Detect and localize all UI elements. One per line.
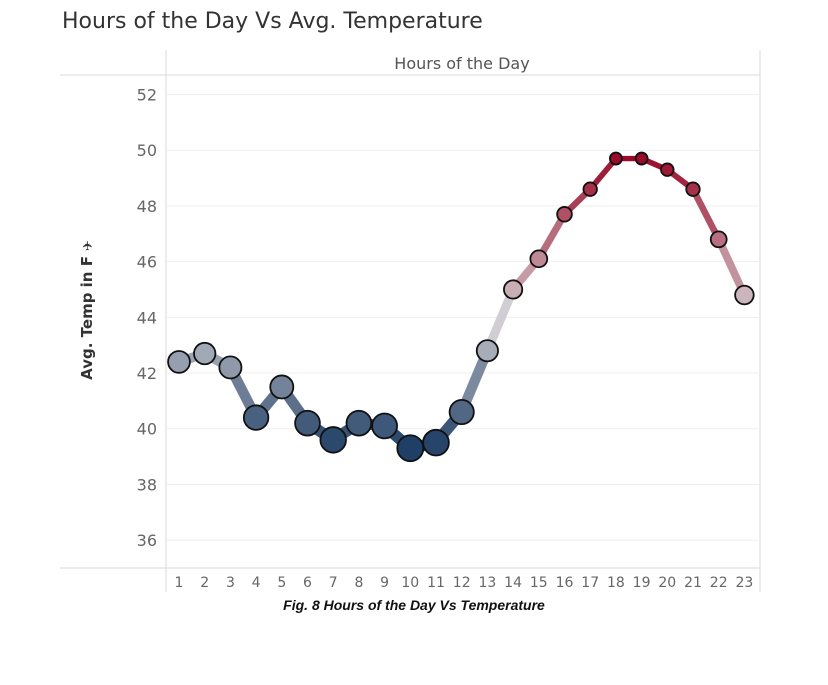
x-axis-label: Hours of the Day	[394, 54, 529, 73]
data-point[interactable]	[167, 350, 191, 374]
data-point[interactable]	[319, 426, 347, 454]
data-point[interactable]	[294, 409, 321, 437]
data-point[interactable]	[345, 409, 373, 437]
x-tick-label: 6	[303, 575, 312, 591]
x-tick-label: 15	[530, 575, 548, 591]
data-point[interactable]	[475, 339, 499, 363]
y-tick-label: 46	[137, 253, 157, 272]
data-point[interactable]	[269, 374, 295, 400]
y-tick-label: 36	[137, 531, 157, 550]
x-tick-label: 9	[380, 575, 389, 591]
x-tick-label: 1	[175, 575, 184, 591]
x-tick-label: 20	[658, 575, 676, 591]
grid-lines	[166, 93, 760, 541]
x-tick-label: 2	[200, 575, 209, 591]
x-tick-label: 14	[504, 575, 522, 591]
figure-caption: Fig. 8 Hours of the Day Vs Temperature	[283, 597, 545, 613]
x-tick-label: 11	[427, 575, 445, 591]
y-tick-label: 44	[137, 308, 157, 327]
data-point[interactable]	[218, 355, 243, 380]
x-tick-label: 7	[329, 575, 338, 591]
y-tick-label: 40	[137, 420, 157, 439]
x-tick-label: 10	[401, 575, 419, 591]
line-segment	[689, 185, 723, 243]
y-tick-label: 38	[137, 475, 157, 494]
data-point[interactable]	[685, 181, 701, 197]
x-tick-label: 22	[710, 575, 728, 591]
data-point[interactable]	[709, 230, 728, 249]
data-point[interactable]	[422, 428, 450, 457]
data-point[interactable]	[503, 279, 524, 300]
x-tick-label: 21	[684, 575, 702, 591]
y-tick-label: 42	[137, 364, 157, 383]
chart-frame	[60, 50, 761, 592]
data-point[interactable]	[242, 404, 270, 431]
data-point[interactable]	[660, 162, 675, 177]
data-point[interactable]	[193, 341, 217, 366]
data-point[interactable]	[734, 284, 755, 306]
x-tick-label: 18	[607, 575, 625, 591]
data-point[interactable]	[556, 206, 573, 223]
data-point[interactable]	[371, 412, 398, 440]
series-points	[167, 151, 755, 463]
x-tick-label: 17	[581, 575, 599, 591]
x-tick-label: 4	[252, 575, 261, 591]
x-tick-label: 3	[226, 575, 235, 591]
x-tick-label: 8	[354, 575, 363, 591]
x-tick-label: 16	[556, 575, 574, 591]
line-segment	[714, 235, 749, 299]
x-tick-label: 5	[277, 575, 286, 591]
data-point[interactable]	[582, 181, 598, 197]
data-point[interactable]	[396, 434, 425, 463]
x-tick-label: 12	[453, 575, 471, 591]
data-point[interactable]	[448, 398, 475, 426]
x-tick-label: 19	[633, 575, 651, 591]
y-axis-ticks: 36 38 40 42 44 46 48 50 52	[137, 85, 157, 550]
y-tick-label: 48	[137, 197, 157, 216]
data-point[interactable]	[529, 249, 549, 269]
x-axis-ticks: 1 2 3 4 5 6 7 8 9 10 11 12 13 14 15 16 17 18 19 20 21 22 23	[175, 575, 754, 591]
chart-title: Hours of the Day Vs Avg. Temperature	[62, 9, 483, 34]
x-tick-label: 23	[735, 575, 753, 591]
data-point[interactable]	[609, 151, 623, 166]
x-tick-label: 13	[478, 575, 496, 591]
y-tick-label: 52	[137, 85, 157, 104]
data-point[interactable]	[634, 151, 649, 166]
y-tick-label: 50	[137, 141, 157, 160]
